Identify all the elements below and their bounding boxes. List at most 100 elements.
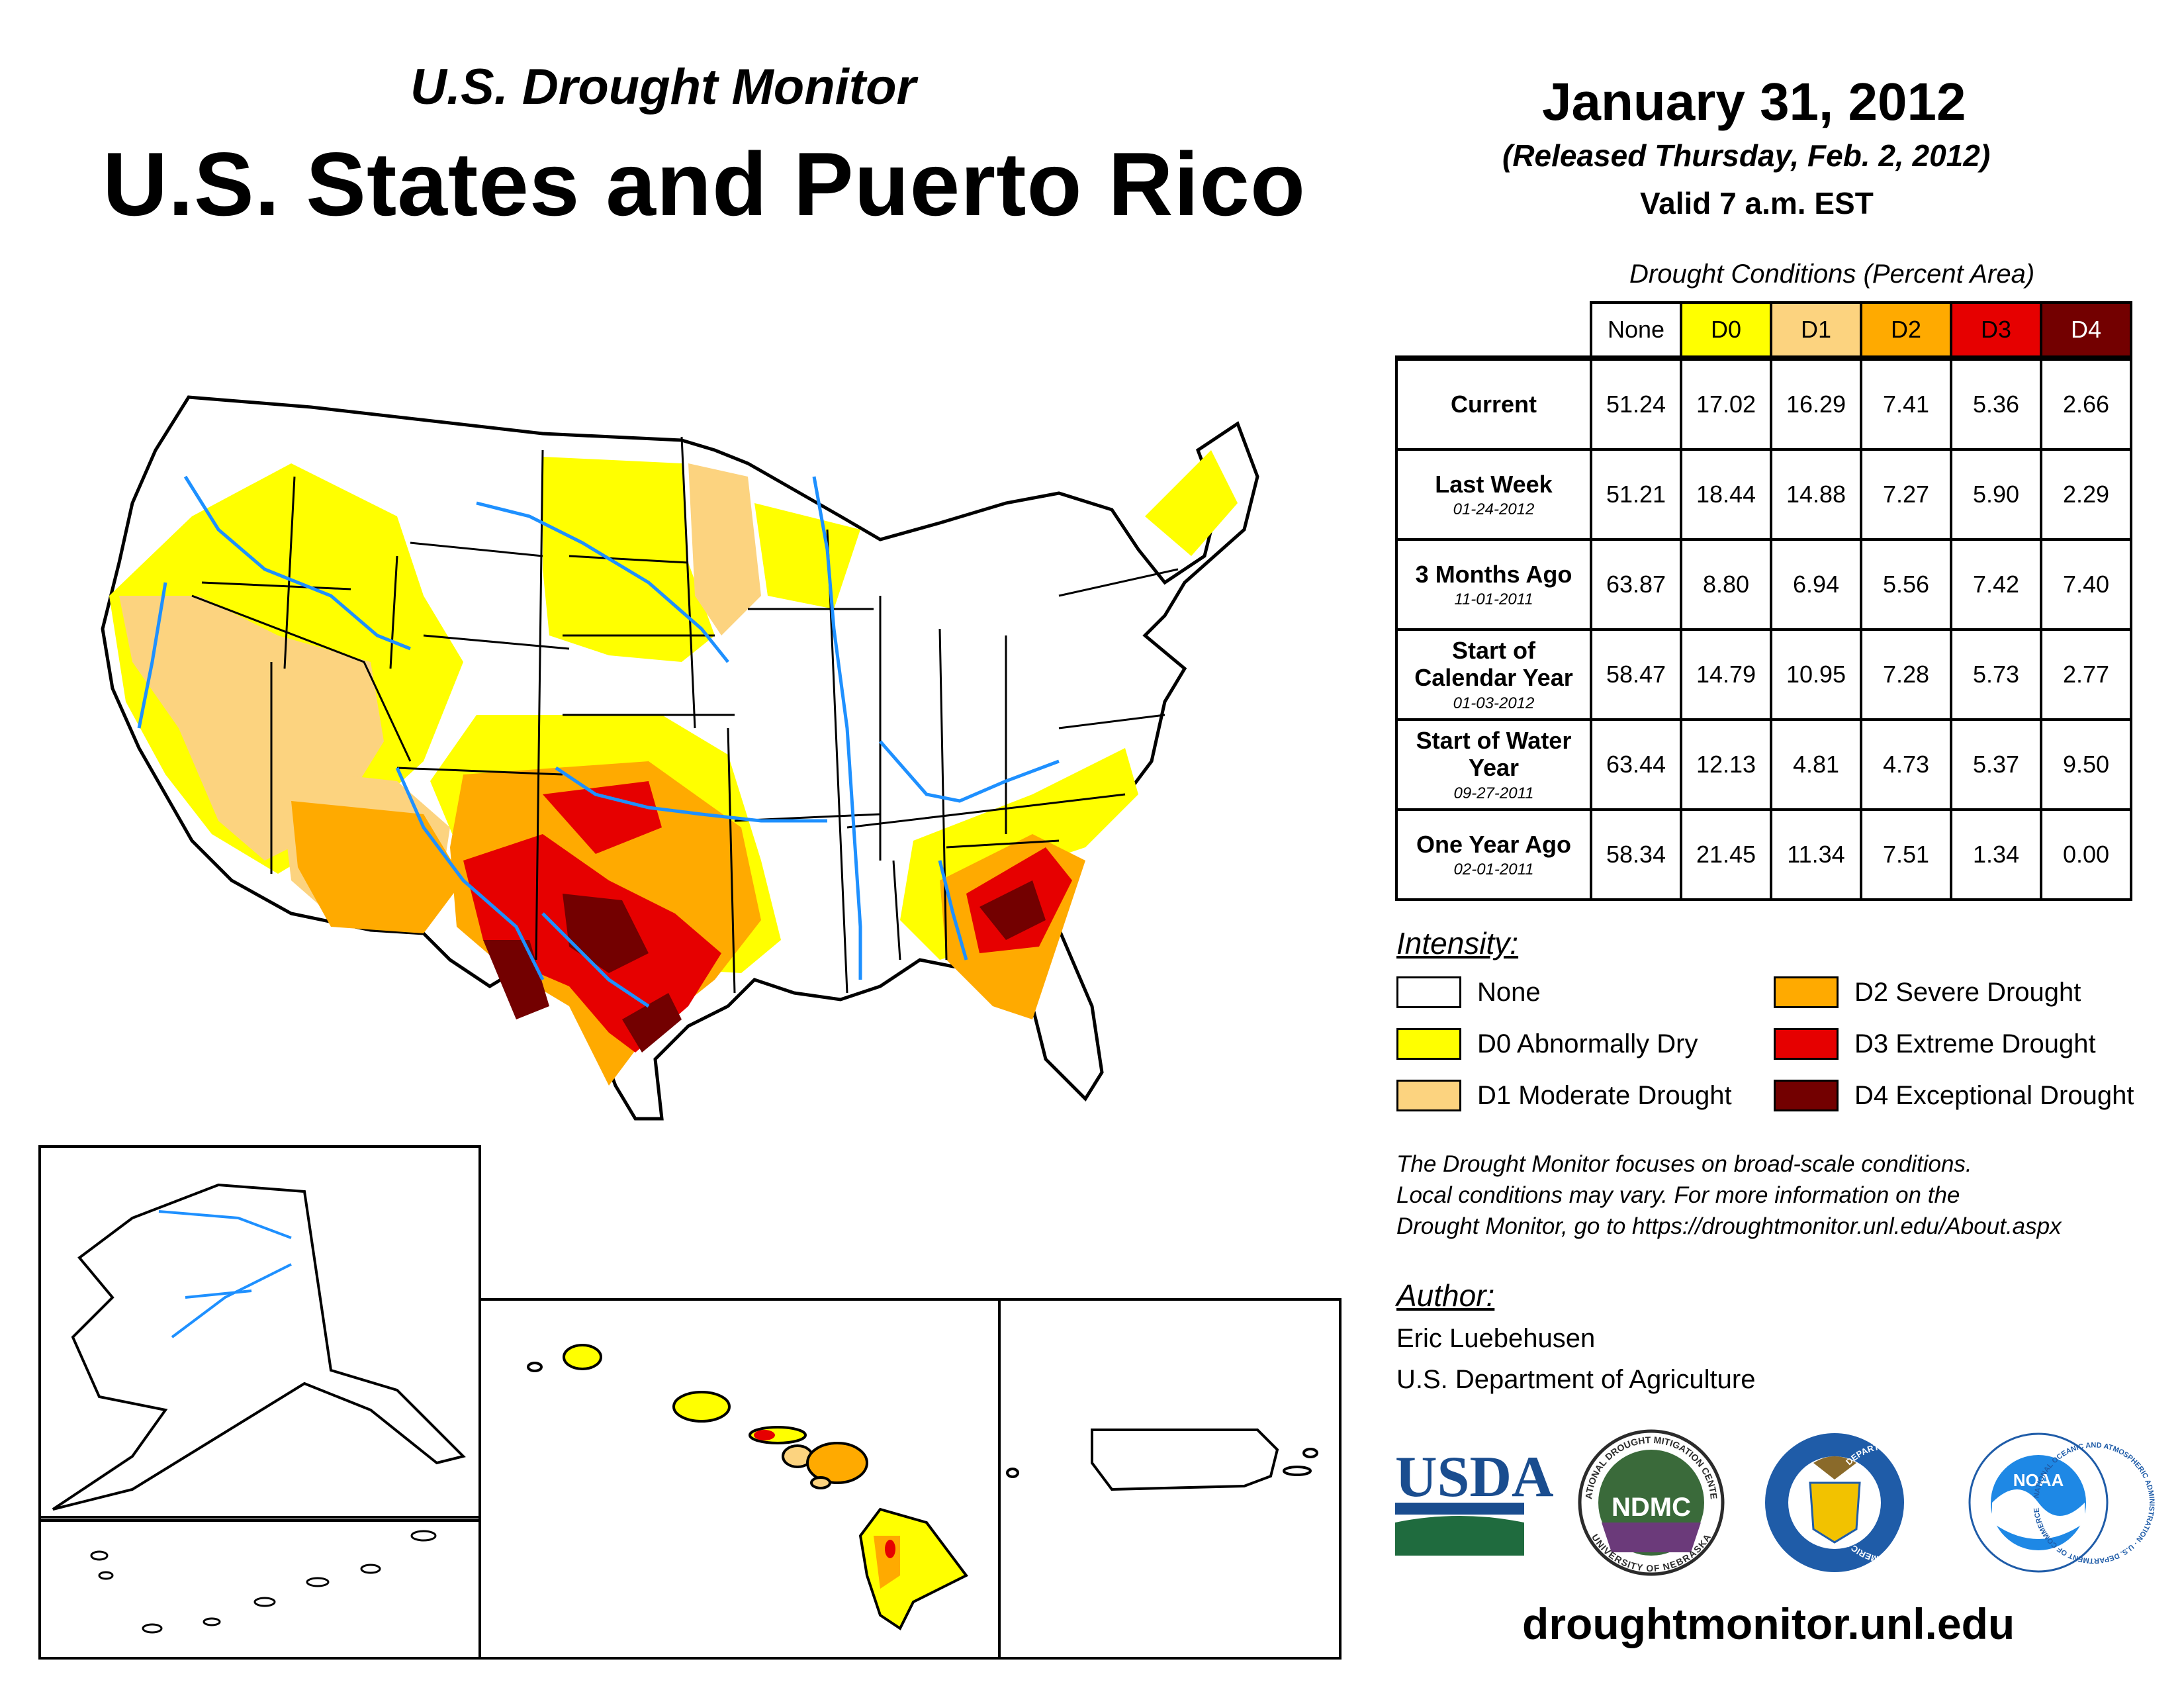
table-cell: 51.21 [1590,448,1682,541]
legend-title: Intensity: [1396,926,1519,961]
table-cell: 63.44 [1590,718,1682,811]
drought-conditions-table: None D0 D1 D2 D3 D4 Current 51.24 17.02 16.29 7.4… [1395,301,2132,901]
release-date: (Released Thursday, Feb. 2, 2012) [1502,138,1991,173]
legend-swatch [1774,1028,1839,1060]
legend-swatch [1396,1028,1461,1060]
legend-label: D0 Abnormally Dry [1477,1029,1698,1058]
table-row: One Year Ago 02-01-2011 58.34 21.45 11.34 7.5… [1395,808,2132,901]
legend-swatch [1774,1080,1839,1111]
note-line: Local conditions may vary. For more info… [1396,1182,1960,1208]
legend-label: None [1477,977,1541,1007]
noaa-logo-text: NOAA [2013,1470,2064,1490]
table-header-row: None D0 D1 D2 D3 D4 [1396,301,2132,359]
table-cell: 17.02 [1680,355,1772,451]
legend-item: D0 Abnormally Dry [1396,1028,1698,1060]
table-cell: 6.94 [1770,538,1862,631]
table-cell: 4.81 [1770,718,1862,811]
d4-area-southeast [979,880,1046,940]
author-name: Eric Luebehusen [1396,1324,1596,1353]
table-row: Start of Calendar Year 01-03-2012 58.47 14.… [1395,628,2132,721]
aleutian-islands [90,1530,437,1634]
table-row: Last Week 01-24-2012 51.21 18.44 14.88 7.27 5.… [1395,448,2132,541]
usda-logo-text: USDA [1395,1445,1554,1509]
row-label: One Year Ago 02-01-2011 [1395,808,1592,901]
table-row: 3 Months Ago 11-01-2011 63.87 8.80 6.94 5.56 7… [1395,538,2132,631]
ndmc-logo-text: NDMC [1612,1493,1691,1522]
conus-map [101,395,1259,1121]
table-cell: 5.73 [1950,628,2042,721]
table-row: Current 51.24 17.02 16.29 7.41 5.36 2.66 [1395,355,2132,451]
table-cell: 7.27 [1860,448,1952,541]
note-line: The Drought Monitor focuses on broad-sca… [1396,1151,1972,1177]
row-label: Last Week 01-24-2012 [1395,448,1592,541]
d3-area-oklahoma [543,781,662,854]
table-caption: Drought Conditions (Percent Area) [1629,259,2035,289]
table-cell: 0.00 [2040,808,2132,901]
table-cell: 11.34 [1770,808,1862,901]
table-cell: 4.73 [1860,718,1952,811]
row-date: 01-03-2012 [1453,694,1535,712]
row-label-text: Start of Calendar Year [1414,636,1573,692]
legend-item: D3 Extreme Drought [1774,1028,2096,1060]
row-date: 11-01-2011 [1454,590,1533,608]
table-cell: 18.44 [1680,448,1772,541]
table-cell: 5.36 [1950,355,2042,451]
legend-item: D4 Exceptional Drought [1774,1080,2134,1111]
table-cell: 10.95 [1770,628,1862,721]
legend-item: D1 Moderate Drought [1396,1080,1732,1111]
row-date: 09-27-2011 [1453,784,1534,802]
table-cell: 21.45 [1680,808,1772,901]
table-cell: 5.56 [1860,538,1952,631]
author-heading: Author: [1396,1278,1495,1313]
department-of-commerce-logo: DEPARTMENT OF COMMERCE · UNITED STATES O… [1765,1433,1951,1572]
table-cell: 1.34 [1950,808,2042,901]
table-row: Start of Water Year 09-27-2011 63.44 12.13 4… [1395,718,2132,811]
row-label: Start of Calendar Year 01-03-2012 [1395,628,1592,721]
table-corner [1396,303,1591,359]
hawaii-map [527,1344,969,1630]
d0-area-upper-midwest [754,503,860,609]
legend-label: D4 Exceptional Drought [1854,1080,2134,1110]
map-subtitle: U.S. Drought Monitor [410,59,917,115]
legend-label: D1 Moderate Drought [1477,1080,1732,1110]
legend-swatch [1396,976,1461,1008]
row-label-text: 3 Months Ago [1415,560,1572,588]
legend-swatch [1396,1080,1461,1111]
row-label: Current [1395,355,1592,451]
column-header-d1: D1 [1770,301,1862,359]
puerto-rico-map [1006,1429,1318,1491]
column-header-d0: D0 [1680,301,1772,359]
noaa-logo: NOAA NATIONAL OCEANIC AND ATMOSPHERIC AD… [1968,1432,2156,1573]
table-cell: 5.37 [1950,718,2042,811]
table-cell: 7.41 [1860,355,1952,451]
table-cell: 9.50 [2040,718,2132,811]
table-cell: 7.51 [1860,808,1952,901]
table-cell: 7.42 [1950,538,2042,631]
table-cell: 7.28 [1860,628,1952,721]
d4-area-gulf-texas [622,993,682,1053]
table-cell: 63.87 [1590,538,1682,631]
column-header-d3: D3 [1950,301,2042,359]
state-borders [191,436,1179,994]
table-cell: 5.90 [1950,448,2042,541]
map-title: U.S. States and Puerto Rico [103,134,1306,234]
table-cell: 12.13 [1680,718,1772,811]
table-cell: 7.40 [2040,538,2132,631]
d2-area-southwest [291,801,463,933]
puerto-rico-inset-frame [998,1298,1342,1660]
hawaii-inset-frame [478,1298,1001,1660]
website-link[interactable]: droughtmonitor.unl.edu [1522,1599,2015,1648]
legend-swatch [1774,976,1839,1008]
table-cell: 14.79 [1680,628,1772,721]
valid-time: Valid 7 a.m. EST [1640,186,1874,220]
table-cell: 8.80 [1680,538,1772,631]
legend-label: D3 Extreme Drought [1854,1029,2096,1058]
table-cell: 58.47 [1590,628,1682,721]
column-header-d4: D4 [2040,301,2132,359]
d1-area-minnesota [688,463,761,635]
info-note: The Drought Monitor focuses on broad-sca… [1396,1149,2177,1242]
rivers [137,475,1060,1008]
row-label-text: Current [1450,391,1537,418]
legend-label: D2 Severe Drought [1854,977,2081,1007]
table-body: Current 51.24 17.02 16.29 7.41 5.36 2.66 Last W… [1395,355,2132,901]
